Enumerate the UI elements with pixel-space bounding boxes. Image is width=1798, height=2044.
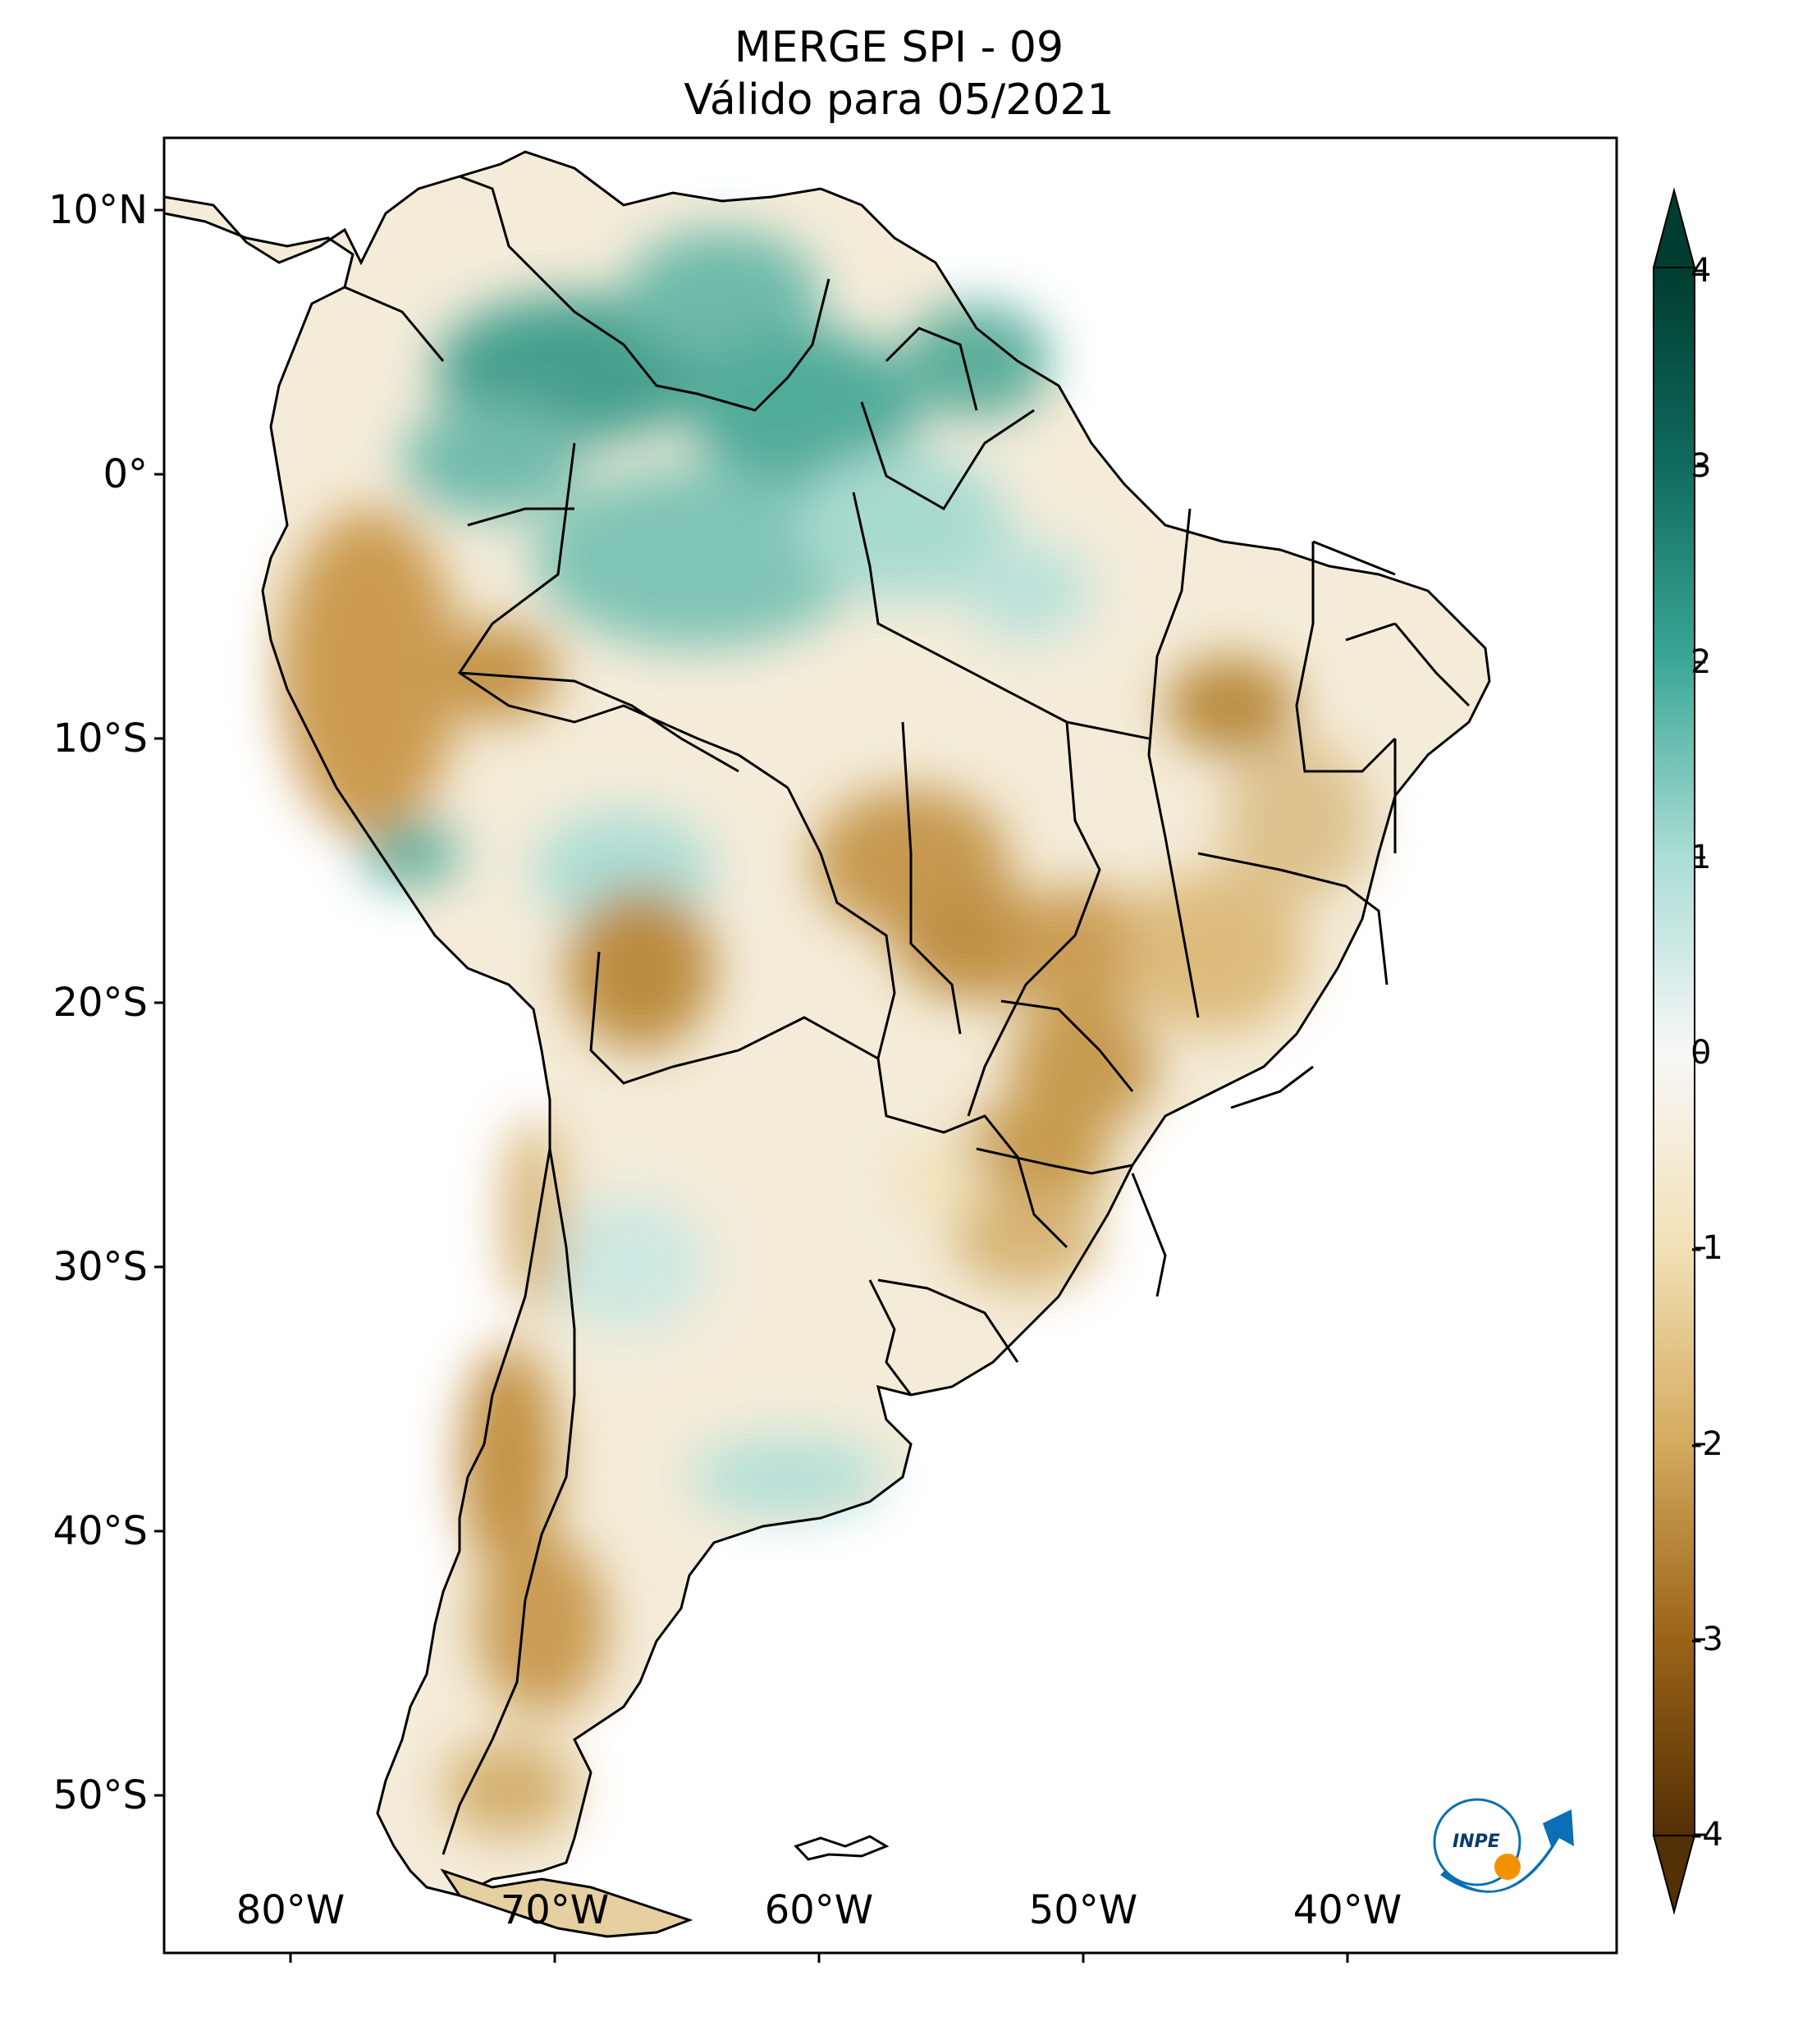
lat-label-40s: 40°S bbox=[53, 1508, 148, 1554]
lat-label-20s: 20°S bbox=[53, 980, 148, 1026]
coastline bbox=[163, 150, 1491, 1897]
colorbar-tick-neg1: -1 bbox=[1690, 1229, 1723, 1267]
map-title-line2: Válido para 05/2021 bbox=[684, 75, 1114, 125]
colorbar-tick-neg3: -3 bbox=[1690, 1621, 1723, 1658]
lon-label-40w: 40°W bbox=[1292, 1887, 1402, 1933]
colorbar-tick-1: 1 bbox=[1690, 839, 1712, 876]
lon-label-50w: 50°W bbox=[1028, 1887, 1138, 1933]
lat-ticks bbox=[154, 208, 164, 1797]
colorbar-top-arrow bbox=[1652, 187, 1696, 268]
colorbar-tick-0: 0 bbox=[1690, 1034, 1712, 1072]
map-frame bbox=[162, 136, 1618, 1955]
colorbar-tick-2: 2 bbox=[1690, 643, 1712, 681]
tierra-del-fuego bbox=[440, 1868, 693, 1938]
spi-shading bbox=[279, 230, 1370, 1838]
lat-label-10n: 10°N bbox=[48, 187, 148, 233]
lon-label-80w: 80°W bbox=[236, 1887, 345, 1933]
lon-label-70w: 70°W bbox=[500, 1887, 610, 1933]
lat-label-10s: 10°S bbox=[53, 716, 148, 761]
lat-label-50s: 50°S bbox=[53, 1772, 148, 1818]
colorbar-tick-4: 4 bbox=[1690, 252, 1712, 290]
falkland-islands bbox=[794, 1835, 890, 1861]
colorbar-bottom-arrow bbox=[1652, 1835, 1696, 1915]
lon-label-60w: 60°W bbox=[764, 1887, 874, 1933]
inpe-logo-text: INPE bbox=[1453, 1831, 1500, 1852]
lat-label-0: 0° bbox=[103, 451, 148, 497]
lon-ticks bbox=[289, 1953, 1349, 1963]
colorbar bbox=[1652, 187, 1705, 1915]
inpe-logo bbox=[1433, 1798, 1574, 1893]
map-title-line1: MERGE SPI - 09 bbox=[734, 23, 1064, 72]
colorbar-tick-neg4: -4 bbox=[1690, 1816, 1723, 1854]
colorbar-body bbox=[1653, 267, 1695, 1836]
colorbar-tick-3: 3 bbox=[1690, 447, 1712, 485]
lat-label-30s: 30°S bbox=[53, 1244, 148, 1290]
colorbar-tick-neg2: -2 bbox=[1690, 1425, 1723, 1463]
continent-layer bbox=[164, 152, 1489, 1895]
